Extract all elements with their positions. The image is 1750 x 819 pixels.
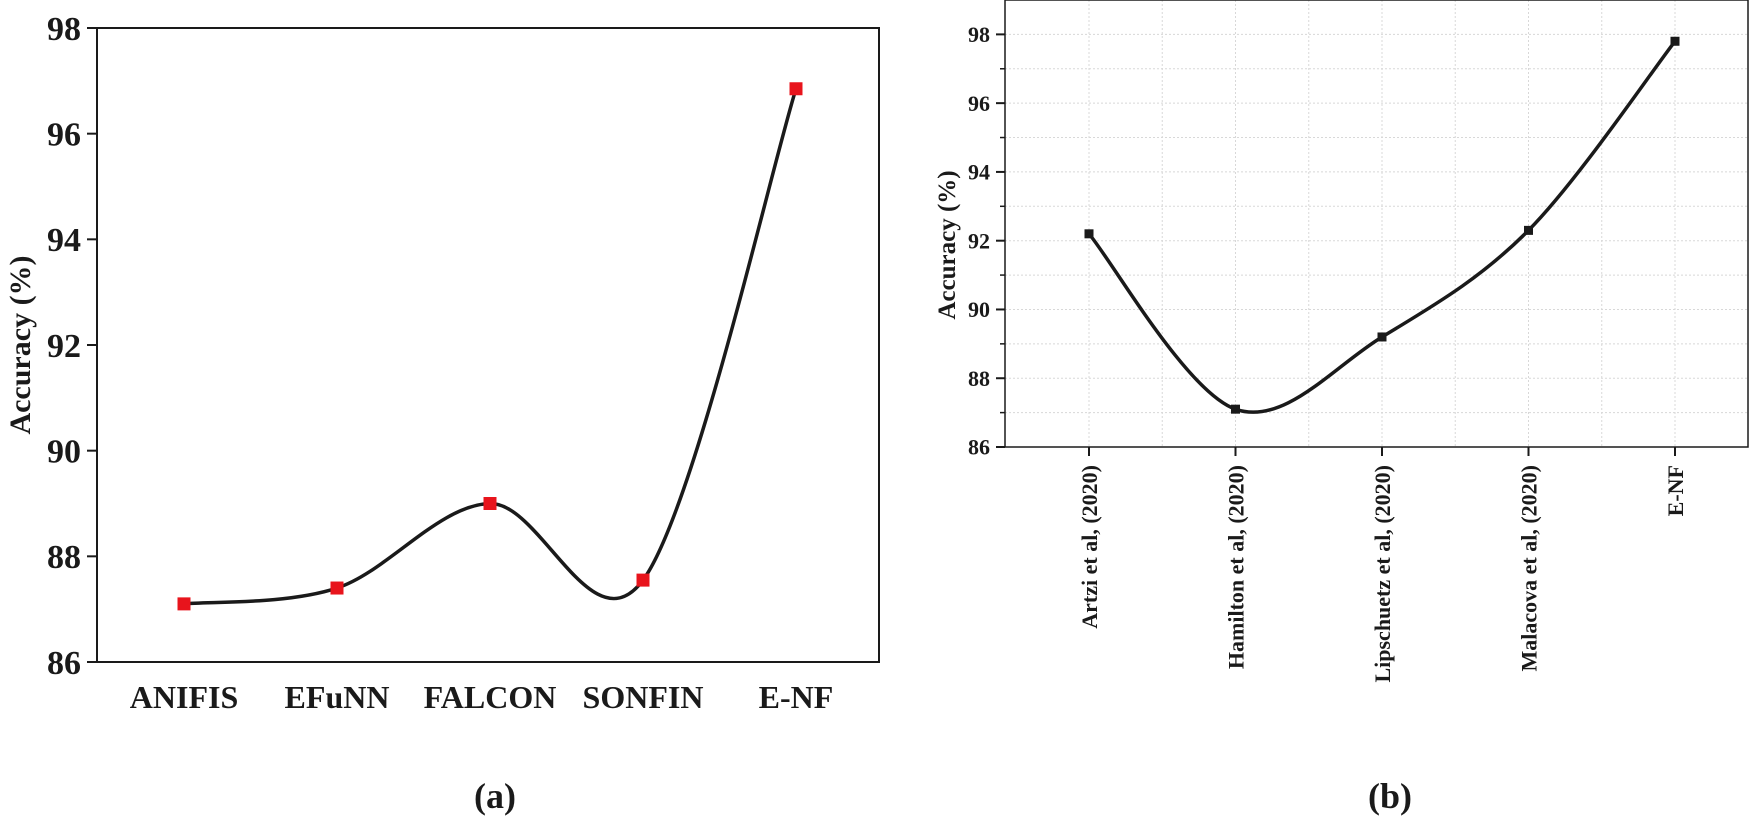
data-point: FALCON: 89 xyxy=(483,497,497,510)
y-tick-label: 94 xyxy=(47,222,81,259)
chart-a: 86 88 90 92 94 96 98 ANIFIS EFuNN FALCON SONFIN E-… xyxy=(4,11,880,816)
y-tick-label: 98 xyxy=(47,11,81,48)
data-point: Malacova et al, (2020): 92.3 xyxy=(1524,225,1533,235)
chart-a-y-ticks: 86 88 90 92 94 96 98 xyxy=(47,11,97,682)
data-point: E-NF: 96.85 xyxy=(789,82,803,96)
x-tick-label: Lipschuetz et al, (2020) xyxy=(1370,465,1395,683)
data-point: Lipschuetz et al, (2020): 89.2 xyxy=(1377,332,1387,342)
chart-a-x-ticks: ANIFIS EFuNN FALCON SONFIN E-NF xyxy=(130,679,834,715)
y-tick-label: 96 xyxy=(968,91,990,116)
y-tick-label: 90 xyxy=(968,297,990,322)
chart-b-panel-label: (b) xyxy=(1368,776,1412,816)
x-tick-label: FALCON xyxy=(424,679,557,715)
data-point: Hamilton et al, (2020): 87.1 xyxy=(1231,404,1240,414)
chart-a-y-axis-title: Accuracy (%) xyxy=(4,255,37,434)
chart-b-points: Artzi et al, (2020): 92.2 Hamilton et al,… xyxy=(1084,36,1680,414)
y-tick-label: 92 xyxy=(47,328,81,365)
y-tick-label: 90 xyxy=(47,434,81,471)
x-tick-label: E-NF xyxy=(759,679,834,715)
data-point: SONFIN: 87.55 xyxy=(636,573,650,587)
y-tick-label: 86 xyxy=(968,435,990,460)
y-tick-label: 88 xyxy=(968,366,990,391)
chart-b-plot-frame xyxy=(1004,0,1749,448)
y-tick-label: 98 xyxy=(968,22,990,47)
x-tick-label: Artzi et al, (2020) xyxy=(1077,465,1102,629)
chart-a-points: ANIFIS: 87.1 EFuNN: 87.4 FALCON: 89 SONFIN:… xyxy=(177,82,803,611)
y-tick-label: 94 xyxy=(968,160,990,185)
chart-a-series-line xyxy=(183,88,798,606)
data-point: E-NF: 97.8 xyxy=(1670,36,1680,46)
x-tick-label: SONFIN xyxy=(583,679,704,715)
chart-b-y-axis-title: Accuracy (%) xyxy=(934,170,961,319)
x-tick-label: E-NF xyxy=(1663,465,1688,516)
y-tick-label: 88 xyxy=(47,539,81,576)
y-tick-label: 86 xyxy=(47,645,81,682)
data-point: ANIFIS: 87.1 xyxy=(177,597,191,611)
chart-a-plot-frame xyxy=(96,27,880,663)
x-tick-label: Malacova et al, (2020) xyxy=(1517,465,1542,672)
chart-b: 86 88 90 92 94 96 98 Artzi et al, (2020) Hamilt… xyxy=(934,0,1749,816)
chart-b-y-ticks: 86 88 90 92 94 96 98 xyxy=(968,22,1005,460)
chart-a-panel-label: (a) xyxy=(474,776,516,816)
x-tick-label: EFuNN xyxy=(285,679,390,715)
x-tick-label: ANIFIS xyxy=(130,679,238,715)
data-point: EFuNN: 87.4 xyxy=(330,581,344,595)
chart-b-x-ticks: Artzi et al, (2020) Hamilton et al, (2020… xyxy=(1077,447,1688,683)
y-tick-label: 96 xyxy=(47,117,81,154)
data-point: Artzi et al, (2020): 92.2 xyxy=(1084,229,1094,239)
chart-b-grid xyxy=(1005,0,1748,448)
x-tick-label: Hamilton et al, (2020) xyxy=(1224,465,1249,669)
y-tick-label: 92 xyxy=(968,228,990,253)
